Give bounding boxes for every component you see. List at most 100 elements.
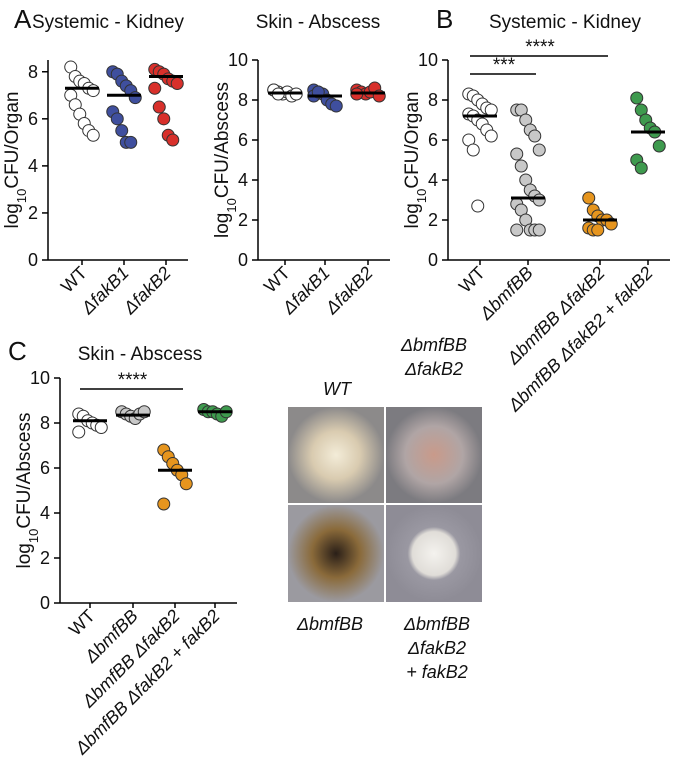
x-tick-label: WT <box>65 606 99 640</box>
photo <box>288 505 384 602</box>
y-axis-label: log10CFU/Abscess <box>212 82 239 238</box>
x-tick-label: ΔfakB1 <box>77 263 133 319</box>
photo <box>386 505 482 602</box>
y-tick-label: 0 <box>428 250 438 270</box>
data-point <box>148 81 162 95</box>
data-point <box>124 135 138 149</box>
photo-label: ΔfakB2 <box>404 359 463 379</box>
data-point <box>484 103 498 117</box>
y-tick-label: 2 <box>40 548 50 568</box>
y-tick-label: 8 <box>28 62 38 82</box>
data-point <box>652 139 666 153</box>
y-axis-label-part: CFU/Abscess <box>212 82 233 198</box>
data-point <box>170 77 184 91</box>
significance-label: **** <box>525 37 555 58</box>
data-point <box>128 91 142 105</box>
y-axis-label: log10CFU/Abscess <box>14 413 41 569</box>
data-point <box>466 143 480 157</box>
y-tick-label: 8 <box>238 90 248 110</box>
y-tick-label: 2 <box>238 210 248 230</box>
y-axis-label-part: log <box>14 543 35 568</box>
data-point <box>532 223 546 237</box>
y-axis-label: log10CFU/Organ <box>2 92 29 229</box>
data-point <box>471 199 485 213</box>
data-point <box>157 497 171 511</box>
y-tick-label: 0 <box>40 593 50 613</box>
data-point <box>94 421 108 434</box>
data-point <box>152 100 166 114</box>
significance-label: **** <box>118 370 148 391</box>
y-tick-label: 6 <box>238 130 248 150</box>
photo-label: + fakB2 <box>406 662 468 682</box>
chart-title: Skin - Abscess <box>78 344 203 365</box>
data-point <box>166 133 180 147</box>
y-tick-label: 10 <box>30 368 50 388</box>
data-point <box>510 223 524 237</box>
data-point <box>514 159 528 173</box>
y-tick-label: 4 <box>28 156 38 176</box>
y-tick-label: 6 <box>40 458 50 478</box>
x-tick-label: WT <box>455 263 489 297</box>
data-point <box>630 91 644 105</box>
photo-label: ΔbmfBB <box>403 614 470 634</box>
panel-label: C <box>8 336 27 366</box>
data-point <box>532 193 546 207</box>
y-axis-label-part: log <box>212 213 233 238</box>
chart-title: Systemic - Kidney <box>32 12 185 33</box>
x-tick-label: ΔfakB2 <box>321 263 377 319</box>
data-point <box>115 124 129 138</box>
data-point <box>329 99 343 113</box>
chart-title: Systemic - Kidney <box>489 12 642 33</box>
data-point <box>484 129 498 143</box>
photos <box>288 407 482 602</box>
y-axis-label-part: CFU/Organ <box>2 92 23 189</box>
data-point <box>157 112 171 126</box>
data-point <box>582 191 596 205</box>
y-axis-label-part: CFU/Abscess <box>14 413 35 529</box>
y-tick-label: 0 <box>238 250 248 270</box>
photo <box>386 407 482 503</box>
y-axis-label-part: CFU/Organ <box>402 92 423 189</box>
x-tick-label: ΔbmfBB <box>475 263 537 325</box>
data-point <box>634 161 648 175</box>
y-axis-label-part: 10 <box>414 189 429 203</box>
data-point <box>510 147 524 161</box>
photo-label: ΔfakB2 <box>407 638 466 658</box>
panel-label: B <box>436 4 453 34</box>
y-tick-label: 6 <box>28 109 38 129</box>
y-axis-label: log10CFU/Organ <box>402 92 429 229</box>
y-axis-label-part: log <box>2 203 23 228</box>
y-axis-label-part: 10 <box>14 189 29 203</box>
photo-label: ΔbmfBB <box>296 614 363 634</box>
photo <box>288 407 384 503</box>
x-tick-label: WT <box>260 263 294 297</box>
y-tick-label: 10 <box>228 50 248 70</box>
data-point <box>86 84 100 98</box>
y-axis-label-part: 10 <box>224 198 239 212</box>
y-axis-label-part: 10 <box>26 529 41 543</box>
data-point <box>528 129 542 143</box>
data-point <box>591 223 605 237</box>
y-tick-label: 0 <box>28 250 38 270</box>
data-point <box>532 143 546 157</box>
y-tick-label: 6 <box>428 130 438 150</box>
data-point <box>110 112 124 126</box>
y-tick-label: 2 <box>28 203 38 223</box>
significance-label: *** <box>493 55 516 76</box>
y-tick-label: 8 <box>428 90 438 110</box>
y-tick-label: 4 <box>238 170 248 190</box>
y-tick-label: 4 <box>428 170 438 190</box>
y-axis-label-part: log <box>402 203 423 228</box>
chart-title: Skin - Abscess <box>256 12 381 33</box>
data-point <box>179 477 193 491</box>
x-tick-label: ΔfakB2 <box>119 263 175 319</box>
data-point <box>86 128 100 142</box>
photo-label: ΔbmfBB <box>400 335 467 355</box>
photo-label: WT <box>323 379 353 399</box>
y-tick-label: 10 <box>418 50 438 70</box>
data-point <box>72 425 86 439</box>
y-tick-label: 2 <box>428 210 438 230</box>
y-tick-label: 8 <box>40 413 50 433</box>
y-tick-label: 4 <box>40 503 50 523</box>
